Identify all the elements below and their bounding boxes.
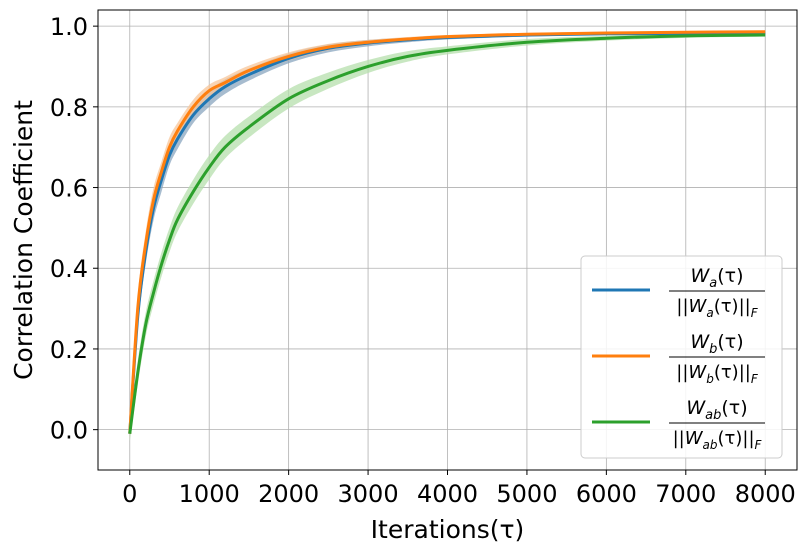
x-tick-label: 1000 [179,480,240,508]
x-tick-label: 0 [122,480,137,508]
line-series-2 [128,30,766,434]
x-axis-label: Iterations(τ) [371,515,525,544]
y-tick-label: 0.2 [50,336,88,364]
y-axis-ticks: 0.0 0.2 0.4 0.6 0.8 1.0 [50,13,98,445]
legend-label-numerator: Wb(τ) [690,331,743,357]
x-tick-label: 7000 [655,480,716,508]
y-tick-label: 0.8 [50,94,88,122]
legend-label-denominator: ||Wab(τ)||F [673,428,763,452]
grid [98,10,797,470]
legend-label-denominator: ||Wa(τ)||F [676,296,758,320]
x-axis-ticks: 0 1000 2000 3000 4000 5000 6000 7000 8000 [122,470,796,508]
x-tick-label: 3000 [338,480,399,508]
x-tick-label: 6000 [576,480,637,508]
x-tick-label: 8000 [735,480,796,508]
legend: Wa(τ) ||Wa(τ)||F Wb(τ) ||Wb(τ)||F Wab(τ) ||Wa… [580,255,783,459]
line-series-3 [128,33,766,434]
y-tick-label: 0.4 [50,255,88,283]
y-tick-label: 0.0 [50,417,88,445]
series-lines [128,30,766,434]
x-tick-label: 2000 [258,480,319,508]
legend-label-numerator: Wab(τ) [686,397,747,423]
y-tick-label: 1.0 [50,13,88,41]
legend-label-denominator: ||Wb(τ)||F [676,362,759,386]
y-tick-label: 0.6 [50,175,88,203]
x-tick-label: 5000 [496,480,557,508]
y-axis-label: Correlation Coefficient [9,100,38,380]
x-tick-label: 4000 [417,480,478,508]
legend-label-numerator: Wa(τ) [690,265,743,291]
